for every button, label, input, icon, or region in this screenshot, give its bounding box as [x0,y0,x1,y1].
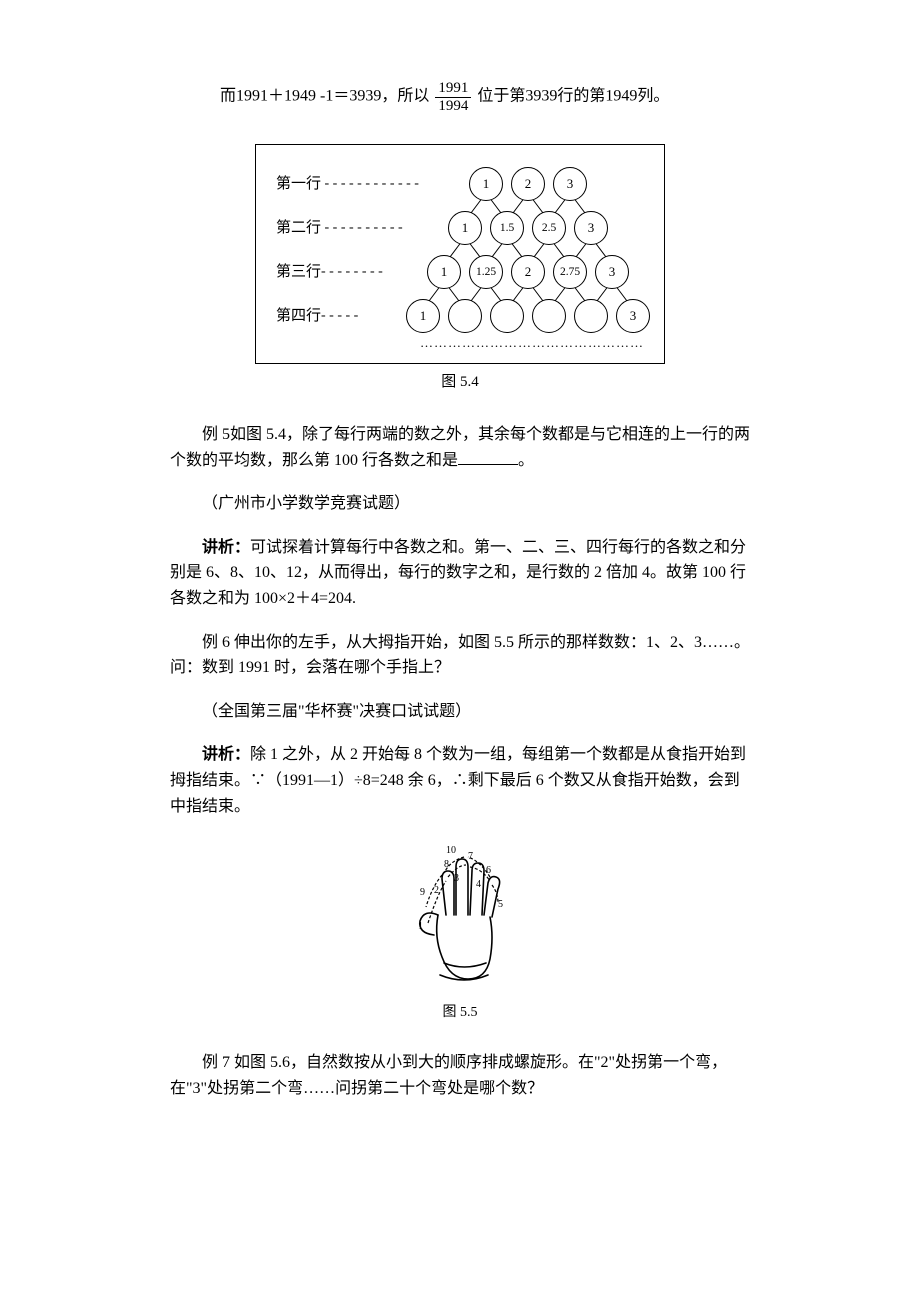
blank-fill [458,448,518,465]
hand-label: 8 [444,859,449,870]
example-5-source: （广州市小学数学竞赛试题） [170,491,750,517]
node: 1 [427,255,461,289]
fraction-numerator: 1991 [435,80,471,98]
node-empty [448,299,482,333]
hand-icon: 1 2 3 4 5 6 7 8 9 10 [390,837,530,987]
figure-5-4-caption: 图 5.4 [170,370,750,394]
row-label-1: 第一行 [276,172,321,196]
triangle-bottom-dots: ………………………………………… [420,333,648,354]
node: 2 [511,167,545,201]
hand-label: 9 [420,887,425,898]
analysis-label: 讲析： [202,746,250,763]
row-2-nodes: 1 1.5 2.5 3 [448,211,608,245]
example-6-source: （全国第三届"华杯赛"决赛口试试题） [170,699,750,725]
node: 1 [469,167,503,201]
row-4-nodes: 1 3 [406,299,650,333]
figure-5-5-caption: 图 5.5 [170,1002,750,1024]
node: 1.5 [490,211,524,245]
intro-suffix: 位于第3939行的第1949列。 [477,88,669,105]
node: 2 [511,255,545,289]
hand-label: 10 [446,845,456,856]
row-1-nodes: 1 2 3 [469,167,587,201]
triangle-row-1: 第一行 - - - - - - - - - - - - 1 2 3 [276,163,654,205]
node-empty [574,299,608,333]
row-dashes-1: - - - - - - - - - - - - [321,173,422,195]
row-3-nodes: 1 1.25 2 2.75 3 [427,255,629,289]
triangle-row-4: 第四行 - - - - - 1 3 [276,295,654,337]
row-dashes-3: - - - - - - - - [321,261,386,283]
fraction-denominator: 1994 [435,98,471,115]
node-empty [490,299,524,333]
row-label-3: 第三行 [276,260,321,284]
document-page: 而1991＋1949 -1＝3939，所以 1991 1994 位于第3939行… [0,0,920,1161]
node: 1.25 [469,255,503,289]
hand-label: 7 [468,851,473,862]
triangle-row-2: 第二行 - - - - - - - - - - 1 1.5 2.5 3 [276,207,654,249]
triangle-area: 第一行 - - - - - - - - - - - - 1 2 3 第二行 - … [276,163,654,353]
figure-5-4-box: 第一行 - - - - - - - - - - - - 1 2 3 第二行 - … [255,144,665,364]
node: 3 [574,211,608,245]
hand-label: 6 [486,865,491,876]
hand-label: 1 [418,921,423,932]
hand-label: 3 [454,873,459,884]
hand-label: 4 [476,879,481,890]
triangle-row-3: 第三行 - - - - - - - - 1 1.25 2 2.75 3 [276,251,654,293]
node: 2.75 [553,255,587,289]
intro-fraction: 1991 1994 [435,80,471,114]
node: 1 [448,211,482,245]
row-dashes-2: - - - - - - - - - - [321,217,406,239]
example-5-text: 例 5如图 5.4，除了每行两端的数之外，其余每个数都是与它相连的上一行的两个数… [170,422,750,473]
example-6-analysis: 讲析：除 1 之外，从 2 开始每 8 个数为一组，每组第一个数都是从食指开始到… [170,742,750,819]
example-7-text: 例 7 如图 5.6，自然数按从小到大的顺序排成螺旋形。在"2"处拐第一个弯，在… [170,1050,750,1101]
intro-prefix: 而1991＋1949 -1＝3939，所以 [220,88,429,105]
example-5-analysis: 讲析：可试探着计算每行中各数之和。第一、二、三、四行每行的各数之和分别是 6、8… [170,535,750,612]
analysis-label: 讲析： [202,539,250,556]
node: 3 [553,167,587,201]
node: 3 [616,299,650,333]
row-dashes-4: - - - - - [321,305,362,327]
intro-line: 而1991＋1949 -1＝3939，所以 1991 1994 位于第3939行… [220,80,750,114]
node: 2.5 [532,211,566,245]
node-empty [532,299,566,333]
example-6-text: 例 6 伸出你的左手，从大拇指开始，如图 5.5 所示的那样数数：1、2、3……… [170,630,750,681]
hand-label: 2 [434,885,439,896]
row-label-4: 第四行 [276,304,321,328]
figure-5-5-hand: 1 2 3 4 5 6 7 8 9 10 [170,837,750,996]
hand-label: 5 [498,899,503,910]
node: 3 [595,255,629,289]
row-label-2: 第二行 [276,216,321,240]
node: 1 [406,299,440,333]
